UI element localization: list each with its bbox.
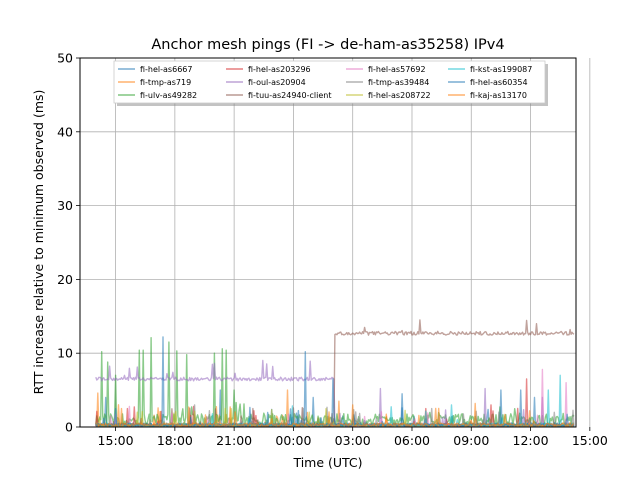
y-tick-label: 20 [57,272,73,287]
legend-item: fi-hel-as6667 [118,65,192,74]
legend: fi-hel-as6667 fi-tmp-as719 fi-ulv-as49282 f… [113,60,548,106]
legend-item: fi-kst-as199087 [448,65,532,74]
legend-label: fi-tmp-as719 [140,78,191,87]
legend-item: fi-ulv-as49282 [118,91,197,100]
legend-item: fi-kaj-as13170 [448,91,527,100]
legend-label: fi-oul-as20904 [248,78,306,87]
x-tick-label: 15:00 [572,433,608,448]
x-axis: 15:00 18:00 21:00 00:00 03:00 06:00 09:00 12:00… [98,427,608,448]
legend-item: fi-tmp-as39484 [346,78,429,87]
x-tick-label: 03:00 [335,433,371,448]
legend-label: fi-hel-as57692 [368,65,426,74]
legend-box [113,60,546,104]
legend-label: fi-hel-as203296 [248,65,311,74]
legend-item: fi-tuu-as24940-client [226,91,331,100]
y-tick-label: 50 [57,51,73,66]
legend-label: fi-tuu-as24940-client [248,91,331,100]
y-tick-label: 30 [57,198,73,213]
legend-item: fi-oul-as20904 [226,78,306,87]
series-line-fi-kaj-as13170 [95,402,575,428]
legend-label: fi-kaj-as13170 [470,91,527,100]
legend-label: fi-hel-as60354 [470,78,528,87]
legend-item: fi-hel-as208722 [346,91,431,100]
legend-item: fi-hel-as60354 [448,78,528,87]
legend-label: fi-kst-as199087 [470,65,532,74]
legend-label: fi-hel-as208722 [368,91,431,100]
x-tick-label: 12:00 [513,433,549,448]
y-tick-label: 10 [57,346,73,361]
legend-label: fi-tmp-as39484 [368,78,429,87]
x-tick-label: 09:00 [453,433,489,448]
plot-frame [79,57,577,428]
legend-item: fi-hel-as57692 [346,65,426,74]
chart-title: Anchor mesh pings (FI -> de-ham-as35258)… [151,37,504,53]
x-axis-label: Time (UTC) [292,455,362,470]
legend-label: fi-hel-as6667 [140,65,192,74]
x-tick-label: 18:00 [157,433,193,448]
legend-label: fi-ulv-as49282 [140,91,197,100]
x-tick-label: 15:00 [98,433,134,448]
legend-item: fi-hel-as203296 [226,65,311,74]
legend-item: fi-tmp-as719 [118,78,191,87]
x-tick-label: 06:00 [394,433,430,448]
y-axis-label: RTT increase relative to minimum observe… [31,90,46,395]
x-tick-label: 21:00 [216,433,252,448]
y-axis: 0 10 20 30 40 50 [57,51,80,435]
y-tick-label: 40 [57,124,73,139]
x-tick-label: 00:00 [275,433,311,448]
y-tick-label: 0 [65,420,73,435]
